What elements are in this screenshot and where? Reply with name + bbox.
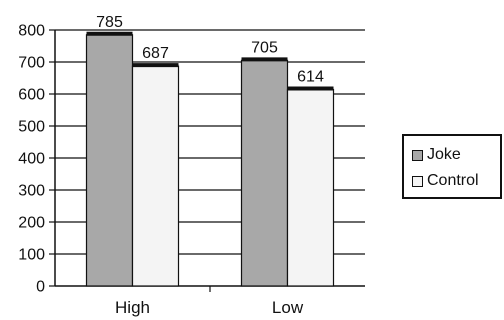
y-tick-label-200: 200 [18, 215, 45, 232]
y-tick-label-500: 500 [18, 119, 45, 136]
legend-item-joke: Joke [412, 146, 461, 164]
y-tick-label-700: 700 [18, 55, 45, 72]
data-label-high-joke: 785 [96, 14, 123, 31]
y-tick-label-400: 400 [18, 151, 45, 168]
legend-swatch-control [412, 175, 423, 187]
bar-low-joke [240, 59, 289, 287]
x-tick-label-low: Low [272, 298, 304, 317]
legend-swatch-joke [412, 149, 423, 161]
legend-item-control: Control [412, 172, 479, 190]
bar-high-joke [85, 34, 134, 287]
y-tick-label-600: 600 [18, 87, 45, 104]
data-label-low-joke: 705 [251, 39, 278, 56]
bar-low-control [286, 88, 335, 287]
y-tick-label-300: 300 [18, 183, 45, 200]
y-tick-label-0: 0 [36, 279, 45, 296]
data-label-high-control: 687 [142, 45, 169, 62]
legend-label-joke: Joke [427, 146, 461, 163]
x-tick-label-high: High [115, 298, 150, 317]
y-tick-label-100: 100 [18, 247, 45, 264]
y-tick-label-800: 800 [18, 23, 45, 40]
bar-high-control [131, 65, 180, 287]
legend: Joke Control [402, 134, 502, 199]
data-label-low-control: 614 [297, 69, 324, 86]
legend-label-control: Control [427, 172, 479, 189]
